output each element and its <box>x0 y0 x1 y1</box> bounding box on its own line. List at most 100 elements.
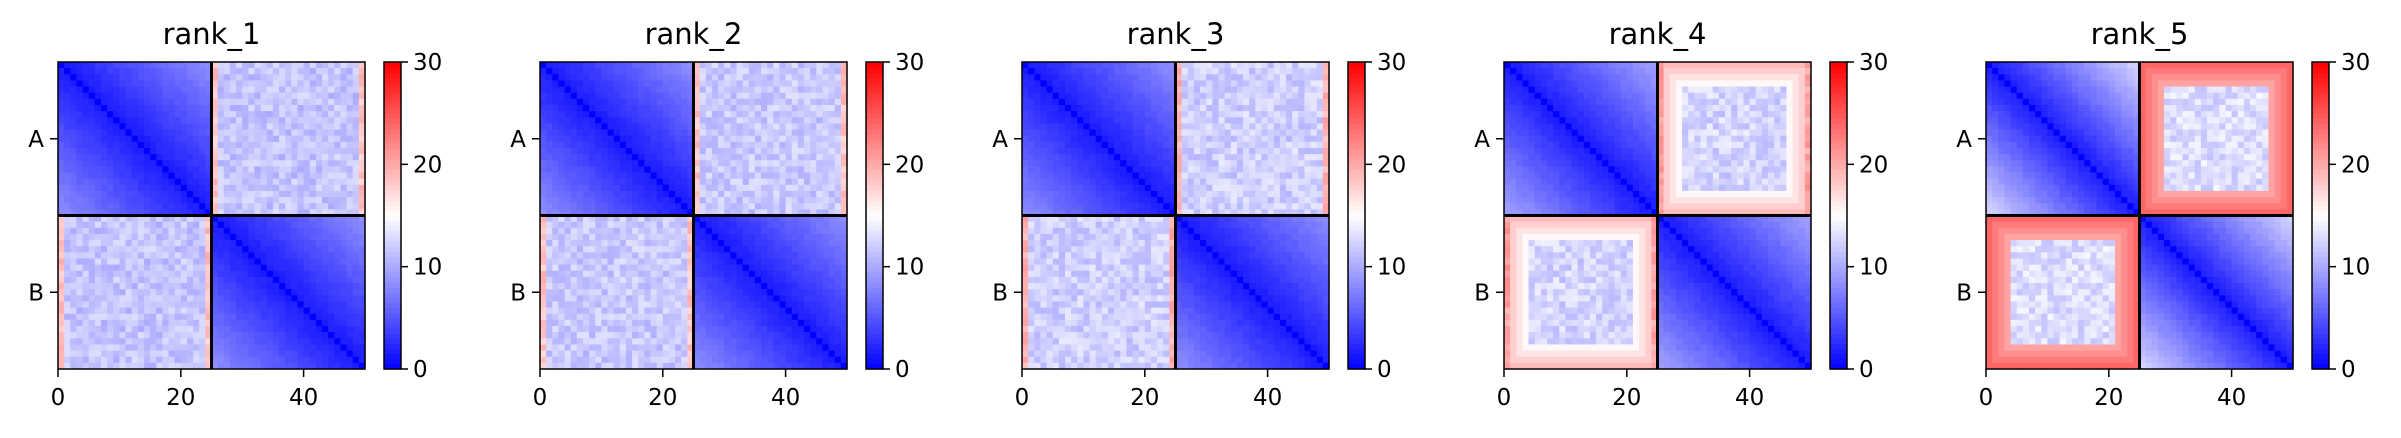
heatmap-cell <box>711 129 719 137</box>
heatmap-cell <box>828 190 836 198</box>
heatmap-cell <box>582 227 590 235</box>
heatmap-cell <box>804 221 811 229</box>
heatmap-cell <box>174 326 182 333</box>
heatmap-cell <box>137 301 145 309</box>
heatmap-cell <box>131 313 139 321</box>
heatmap-cell <box>619 240 627 247</box>
heatmap-cell <box>223 172 231 180</box>
heatmap-cell <box>358 154 366 161</box>
heatmap-cell <box>279 221 286 229</box>
heatmap-cell <box>546 319 553 327</box>
heatmap-cell <box>285 86 292 94</box>
heatmap-cell <box>193 209 200 217</box>
heatmap-cell <box>711 283 719 290</box>
heatmap-cell <box>180 172 188 180</box>
heatmap-cell <box>162 289 170 296</box>
heatmap-cell <box>236 326 243 333</box>
heatmap-cell <box>662 209 670 217</box>
heatmap-cell <box>291 264 299 272</box>
heatmap-cell <box>687 178 695 186</box>
heatmap-cell <box>687 166 695 174</box>
heatmap-cell <box>119 264 127 272</box>
heatmap-cell <box>88 350 96 358</box>
heatmap-cell <box>589 313 596 321</box>
heatmap-cell <box>70 160 78 167</box>
heatmap-cell <box>785 129 793 137</box>
heatmap-cell <box>88 332 96 339</box>
heatmap-cell <box>156 319 163 327</box>
heatmap-cell <box>199 227 206 235</box>
heatmap-cell <box>570 184 578 192</box>
heatmap-cell <box>767 184 774 192</box>
heatmap-cell <box>687 289 695 296</box>
heatmap-cell <box>816 209 824 217</box>
heatmap-cell <box>119 221 127 229</box>
heatmap-cell <box>681 74 688 82</box>
heatmap-cell <box>730 319 738 327</box>
heatmap-cell <box>840 74 848 82</box>
heatmap-cell <box>816 160 824 167</box>
heatmap-cell <box>82 227 90 235</box>
heatmap-cell <box>558 62 566 69</box>
heatmap-cell <box>582 111 590 118</box>
heatmap-cell <box>552 98 560 106</box>
heatmap-cell <box>100 221 108 229</box>
heatmap-cell <box>82 98 90 106</box>
heatmap-cell <box>328 301 335 309</box>
heatmap-cell <box>595 307 602 315</box>
heatmap-cell <box>546 356 553 364</box>
heatmap-cell <box>260 289 268 296</box>
heatmap-cell <box>724 86 731 94</box>
heatmap-cell <box>601 215 609 223</box>
heatmap-cell <box>193 141 200 149</box>
heatmap-cell <box>601 111 609 118</box>
heatmap-cell <box>564 184 572 192</box>
heatmap-cell <box>718 135 725 143</box>
heatmap-cell <box>736 62 744 69</box>
heatmap-cell <box>650 295 658 303</box>
heatmap-cell <box>76 246 84 253</box>
heatmap-cell <box>199 190 206 198</box>
heatmap-cell <box>58 111 65 118</box>
heatmap-cell <box>346 362 354 370</box>
heatmap-cell <box>352 172 360 180</box>
heatmap-cell <box>656 197 664 204</box>
heatmap-cell <box>334 172 342 180</box>
heatmap-cell <box>272 141 280 149</box>
heatmap-cell <box>724 98 731 106</box>
heatmap-cell <box>540 203 547 210</box>
heatmap-cell <box>315 92 323 100</box>
heatmap-cell <box>625 264 633 272</box>
heatmap-cell <box>724 344 731 352</box>
heatmap-cell <box>736 166 744 174</box>
heatmap-cell <box>724 184 731 192</box>
heatmap-cell <box>162 270 170 278</box>
heatmap-cell <box>328 141 335 149</box>
heatmap-cell <box>644 246 652 253</box>
heatmap-cell <box>358 276 366 284</box>
heatmap-cell <box>229 111 237 118</box>
heatmap-cell <box>718 289 725 296</box>
heatmap-cell <box>242 326 249 333</box>
heatmap-cell <box>595 270 602 278</box>
heatmap-cell <box>205 68 213 75</box>
heatmap-cell <box>156 313 163 321</box>
heatmap-cell <box>334 197 342 204</box>
heatmap-cell <box>816 313 824 321</box>
heatmap-cell <box>297 215 305 223</box>
heatmap-cell <box>303 62 311 69</box>
heatmap-cell <box>358 283 366 290</box>
heatmap-cell <box>150 178 157 186</box>
heatmap-cell <box>82 160 90 167</box>
heatmap-cell <box>340 326 348 333</box>
heatmap-cell <box>334 178 342 186</box>
heatmap-cell <box>303 326 311 333</box>
heatmap-cell <box>340 362 348 370</box>
heatmap-cell <box>113 252 120 260</box>
heatmap-cell <box>797 307 805 315</box>
heatmap-cell <box>64 332 71 339</box>
heatmap-cell <box>248 104 256 112</box>
heatmap-cell <box>322 74 329 82</box>
heatmap-cell <box>558 258 566 266</box>
heatmap-cell <box>607 154 615 161</box>
